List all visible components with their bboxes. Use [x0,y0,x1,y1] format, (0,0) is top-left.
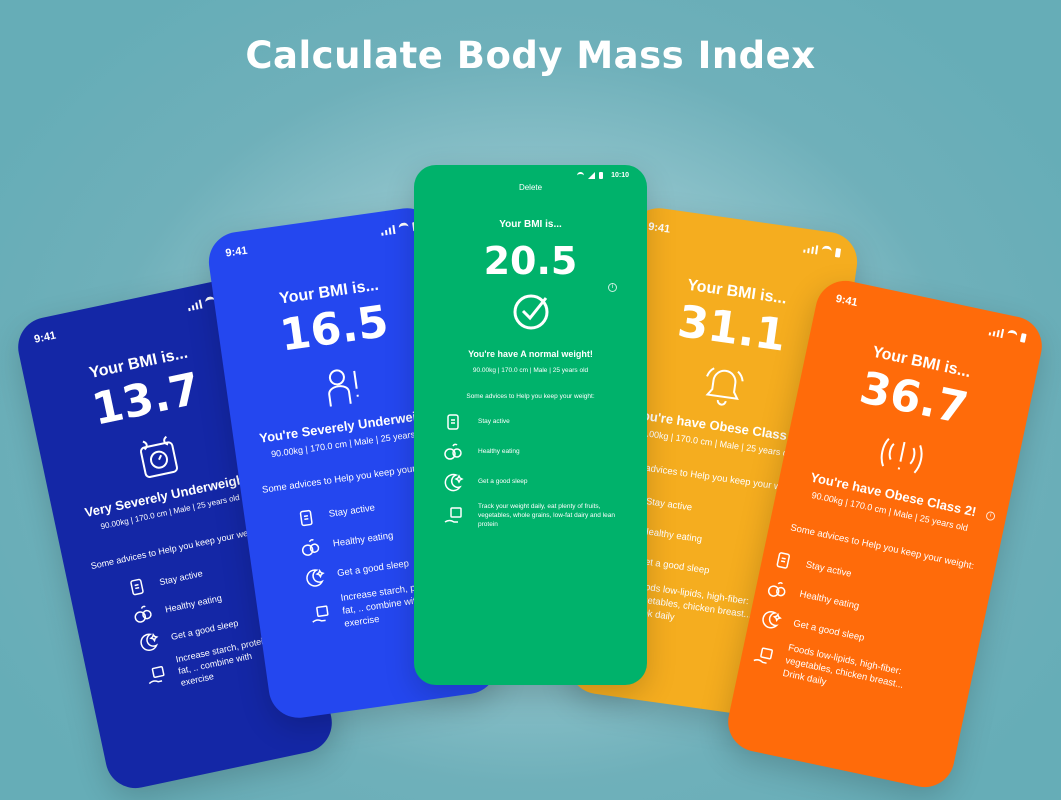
food-icon [130,601,156,627]
tip-label: Healthy eating [641,525,703,545]
status-icons [988,325,1027,343]
tip-diet: Increase starch, protein, fat, .. combin… [141,632,286,697]
delete-button[interactable]: Delete [518,183,543,192]
hand-scale-icon [442,505,464,527]
battery-icon [834,247,842,258]
tip-label: Get a good sleep [336,557,410,579]
tip-healthy-eating: Healthy eating [130,587,224,628]
signal-icon [380,224,396,236]
wifi-icon [577,172,584,179]
tip-label: Healthy eating [332,529,394,550]
activity-icon [124,574,150,600]
body-stats: 90.00kg | 170.0 cm | Male | 25 years old [472,367,589,374]
status-time: 10:10 [611,172,629,179]
tip-good-sleep: Get a good sleep [442,471,528,493]
tip-stay-active: Stay active [770,547,853,585]
bmi-card-very-severely-underweight: 9:41 Your BMI is... 13.7 Very Severely U… [12,276,338,794]
wifi-icon [1006,329,1019,342]
status-time: 9:41 [834,292,859,310]
food-icon [442,441,464,463]
tip-diet: Increase starch, protein, fat, .. combin… [306,577,460,636]
tip-label: Stay active [328,502,376,520]
tip-label: Get a good sleep [478,477,528,485]
signal-icon [988,326,1005,338]
status-bar: 9:41 [647,220,842,258]
bmi-card-severely-underweight: 9:41 Your BMI is... 16.5 You're Severely… [205,204,501,722]
moon-icon [136,629,162,655]
status-time: 9:41 [647,220,671,236]
your-bmi-label: Your BMI is... [499,219,562,230]
activity-icon [294,506,319,531]
tip-label: Stay active [804,558,853,580]
food-icon [764,577,790,603]
food-icon [298,535,323,560]
wifi-icon [398,222,410,234]
tip-healthy-eating: Healthy eating [764,577,861,618]
scale-icon [139,435,179,478]
tip-good-sleep: Get a good sleep [758,606,867,650]
status-time: 9:41 [33,329,58,346]
activity-icon [770,547,796,573]
tip-good-sleep: Get a good sleep [302,553,410,590]
tip-track-weight: Track your weight daily, eat plenty of f… [442,503,622,529]
tip-label: Healthy eating [478,447,520,455]
tip-label: Stay active [478,417,510,425]
status-time: 9:41 [224,244,249,260]
tip-label: Track your weight daily, eat plenty of f… [478,503,615,528]
signal-icon [187,299,203,311]
tip-label: Stay active [158,568,204,588]
tip-diet: Foods low-lipids, high-fiber: vegetables… [748,635,922,708]
tip-healthy-eating: Healthy eating [298,525,395,560]
tip-label: Get a good sleep [792,617,866,644]
tip-label: Get a good sleep [170,617,240,642]
tip-label: Foods low-lipids, high-fiber: vegetables… [781,642,905,691]
signal-icon [803,243,819,254]
tip-label: Healthy eating [164,592,223,615]
moon-icon [442,471,464,493]
tip-stay-active: Stay active [294,497,377,530]
status-icons [380,221,419,236]
hand-scale-icon [143,663,169,689]
bmi-card-obese-class-2: 9:41 Your BMI is... 36.7 You're have Obe… [722,275,1048,793]
battery-icon [599,172,603,179]
tip-stay-active: Stay active [124,562,205,600]
advices-heading: Some advices to Help you keep your weigh… [466,393,595,400]
headline: Calculate Body Mass Index [245,34,816,77]
hand-scale-icon [750,643,776,669]
signal-icon [588,172,595,179]
status-bar: 9:41 [33,294,225,346]
moon-icon [758,606,784,632]
classification-text: You're have A normal weight! [468,349,593,359]
tip-label: Stay active [645,495,693,514]
tip-healthy-eating: Healthy eating [442,441,520,463]
tip-label: Get a good sleep [636,555,711,577]
activity-icon [442,411,464,433]
bmi-card-normal-weight: 10:10 Delete Your BMI is... 20.5 i You'r… [414,165,647,685]
tip-stay-active: Stay active [442,411,510,433]
status-icons [577,172,603,179]
tip-good-sleep: Get a good sleep [136,612,241,655]
alert-vibrate-icon [880,438,923,474]
battery-icon [1020,332,1027,343]
person-warning-icon [328,369,359,407]
hand-scale-icon [307,603,332,628]
bmi-value: 20.5 [483,239,578,283]
check-circle-icon [513,294,548,330]
status-bar: 9:41 [225,221,419,260]
info-icon[interactable]: i [608,283,617,292]
tip-label: Healthy eating [798,588,861,612]
bell-icon [705,367,744,406]
status-bar: 9:41 [834,292,1027,343]
wifi-icon [820,245,833,257]
status-icons [803,243,842,258]
moon-icon [302,565,327,590]
